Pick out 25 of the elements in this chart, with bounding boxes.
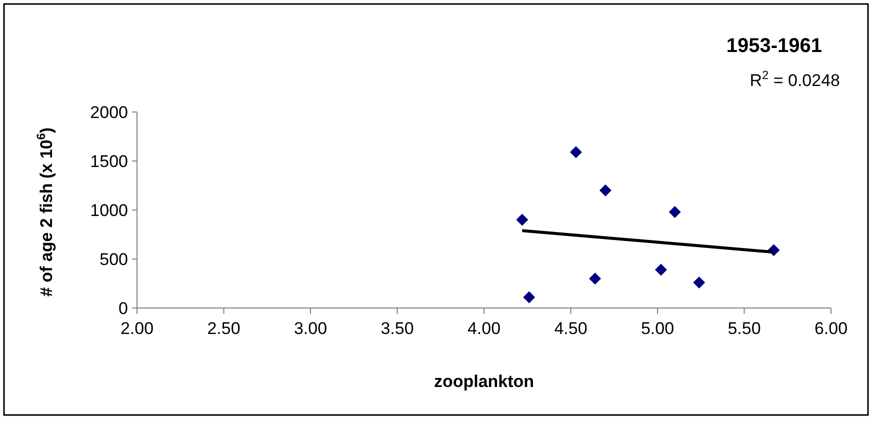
x-tick-label: 5.00 xyxy=(640,319,674,338)
y-tick-label: 2000 xyxy=(90,102,128,122)
x-tick-label: 6.00 xyxy=(814,319,848,338)
chart-title: 1953-1961 xyxy=(726,35,822,57)
y-tick-label: 0 xyxy=(118,298,128,318)
point xyxy=(523,291,536,304)
point xyxy=(654,264,667,276)
x-axis-title: zooplankton xyxy=(434,372,534,391)
point xyxy=(589,272,602,285)
point xyxy=(570,146,582,158)
y-tick-label: 1500 xyxy=(90,152,128,171)
point xyxy=(516,214,528,226)
point xyxy=(599,184,612,196)
x-tick-label: 5.50 xyxy=(728,319,761,338)
point xyxy=(668,206,681,218)
y-tick-label: 500 xyxy=(100,250,128,269)
x-tick-label: 3.00 xyxy=(294,319,328,338)
y-tick-label: 1000 xyxy=(90,200,128,220)
x-tick-label: 2.00 xyxy=(120,319,154,338)
x-tick-label: 4.50 xyxy=(554,319,588,338)
x-tick-label: 3.50 xyxy=(380,319,414,338)
x-tick-label: 2.50 xyxy=(207,319,240,338)
text: R$^{2}$ = 0.0248 xyxy=(750,68,840,90)
x-tick-label: 4.00 xyxy=(467,319,501,338)
point xyxy=(693,276,706,289)
